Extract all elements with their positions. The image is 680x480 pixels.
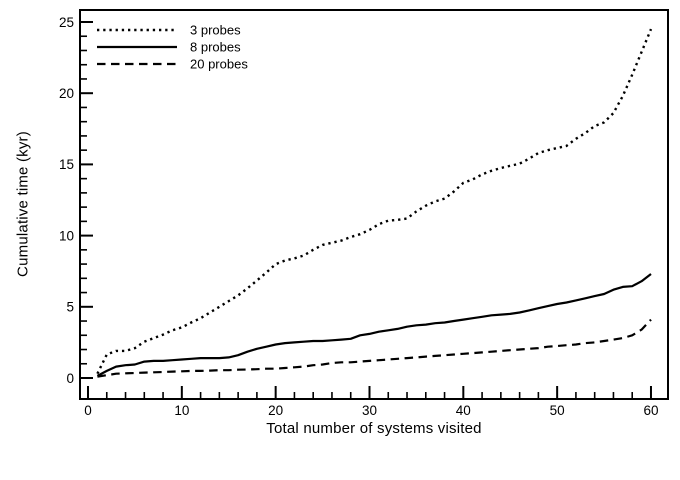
series-line-3-probes	[96, 28, 653, 375]
x-tick-label: 50	[550, 403, 565, 418]
y-tick-label: 20	[59, 86, 74, 101]
y-tick-label: 15	[59, 157, 74, 172]
x-tick-label: 40	[456, 403, 471, 418]
series-line-20-probes	[97, 318, 652, 378]
legend-item-8-probes: 8 probes	[190, 39, 241, 55]
series-line-8-probes	[96, 273, 652, 377]
legend-item-20-probes: 20 probes	[190, 56, 248, 72]
x-tick-label: 30	[362, 403, 377, 418]
plot-frame	[79, 9, 669, 400]
y-tick-label: 25	[59, 15, 74, 30]
x-tick-label: 60	[643, 403, 658, 418]
y-tick-label: 10	[59, 228, 74, 243]
y-axis-title: Cumulative time (kyr)	[14, 131, 32, 277]
x-tick-label: 10	[174, 403, 189, 418]
x-axis-title: Total number of systems visited	[266, 420, 482, 437]
x-tick-label: 0	[84, 403, 92, 418]
y-tick-label: 0	[66, 371, 74, 386]
x-tick-label: 20	[268, 403, 283, 418]
y-tick-label: 5	[66, 300, 74, 315]
legend-item-3-probes: 3 probes	[190, 22, 241, 38]
